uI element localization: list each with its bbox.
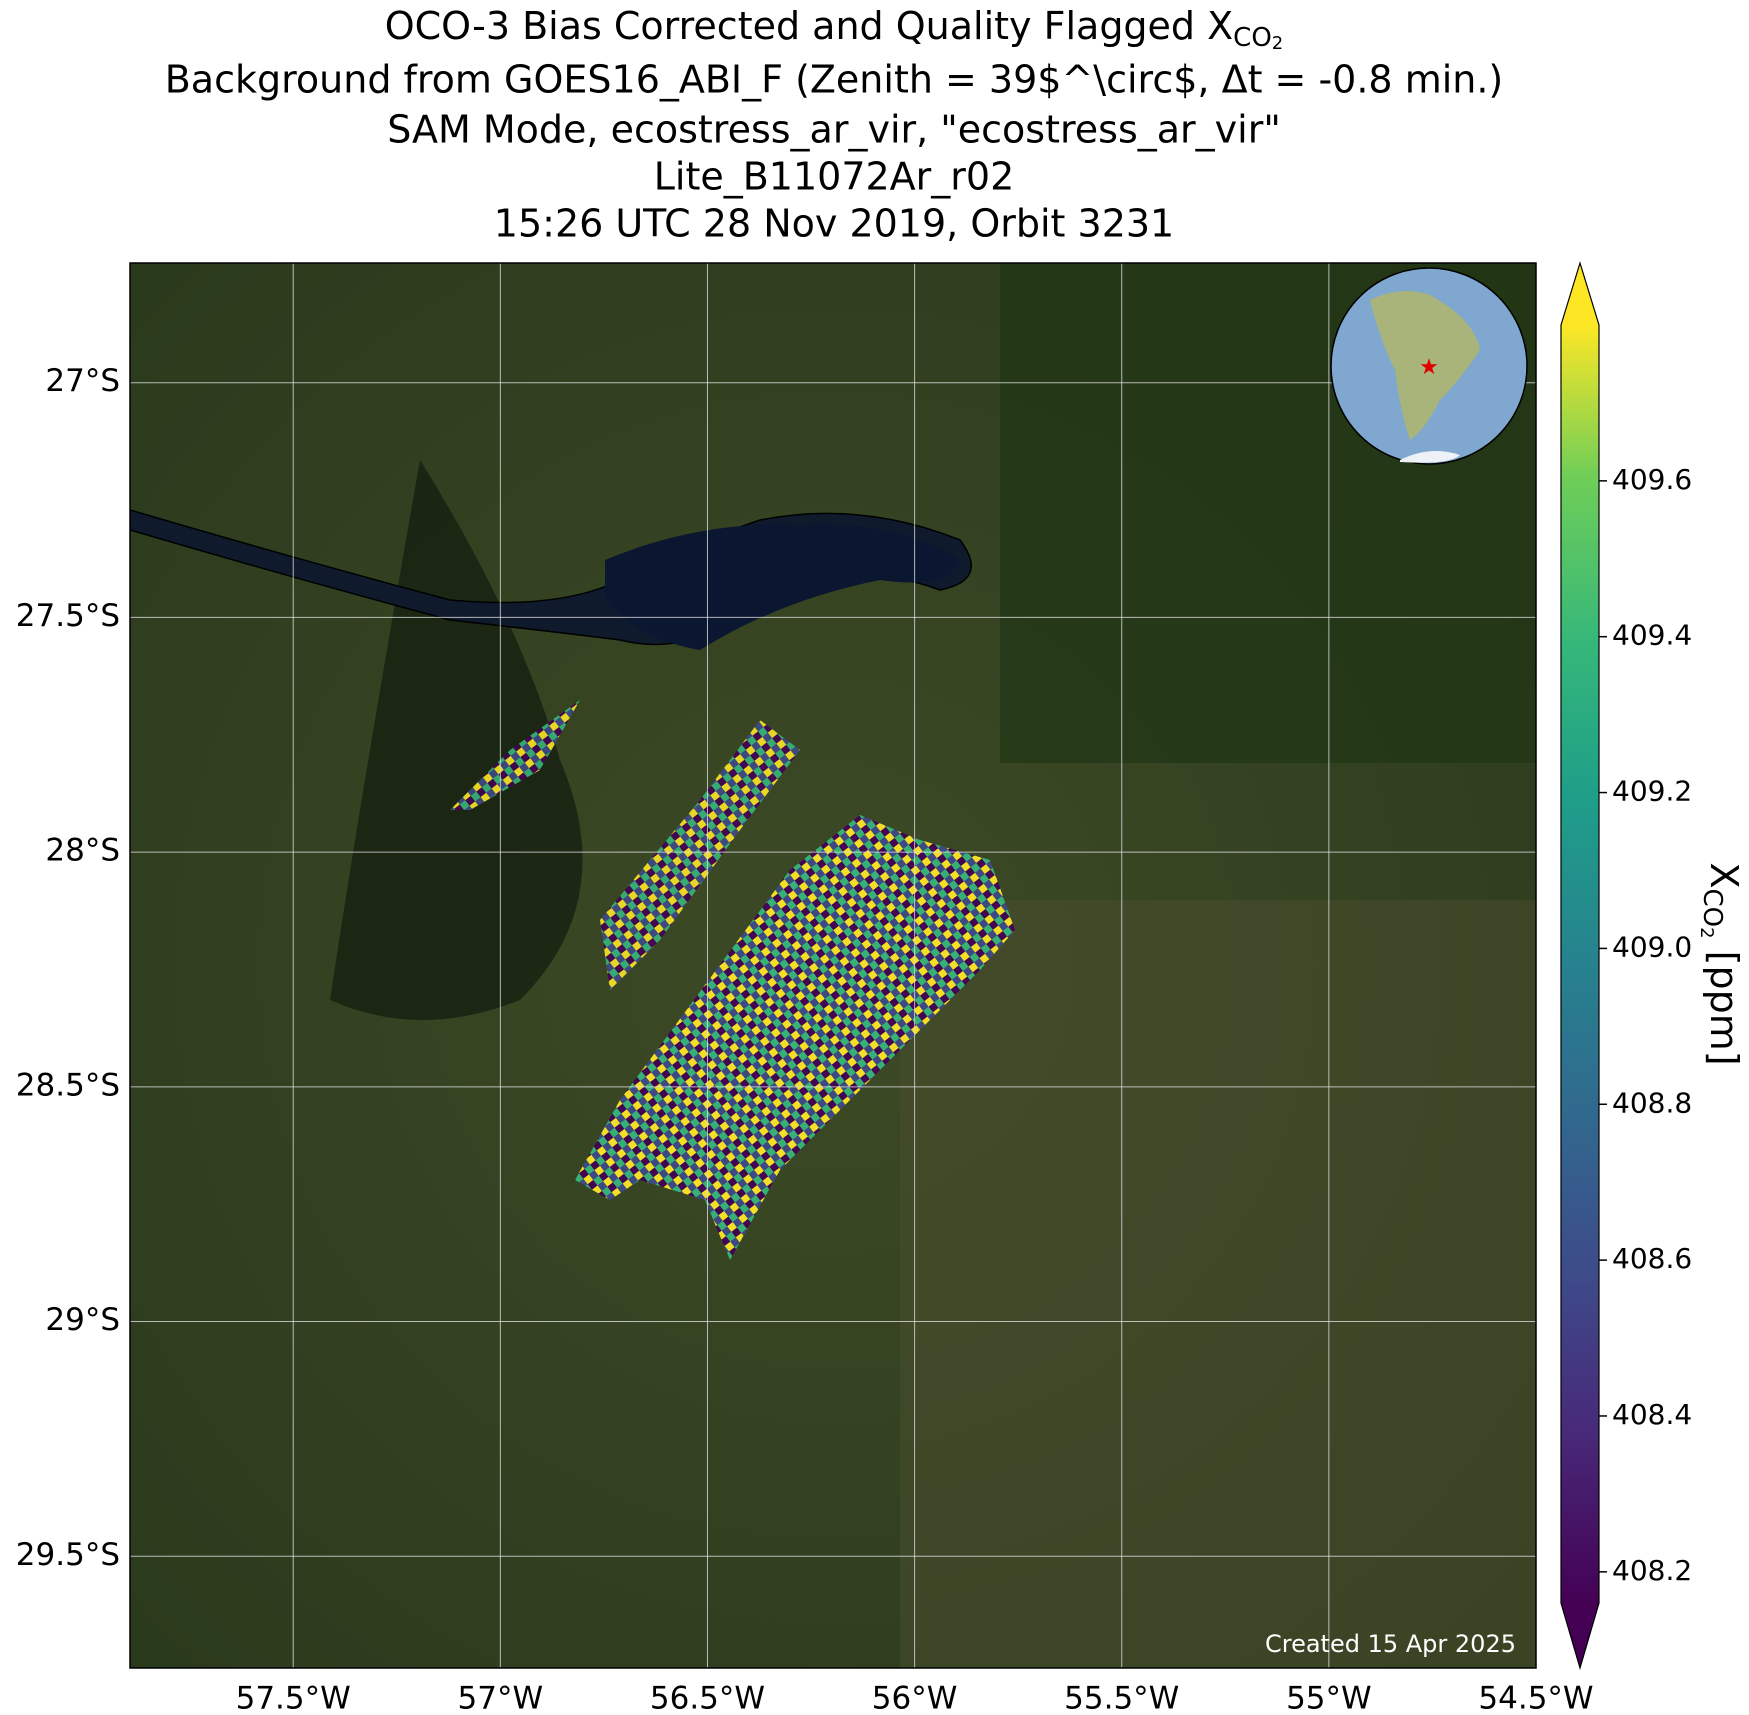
colorbar-ticks: 408.2 408.4 408.6 408.8 409.0 409.2 409.4 409.6 [1599, 463, 1692, 1587]
y-tick-label: 29.5°S [16, 1537, 120, 1573]
title-line: OCO-3 Bias Corrected and Quality Flagged… [385, 4, 1284, 55]
y-tick-label: 28.5°S [16, 1067, 120, 1103]
x-tick-label: 55.5°W [1064, 1681, 1179, 1712]
colorbar [1560, 260, 1600, 1671]
colorbar-tick-label: 408.6 [1612, 1242, 1692, 1275]
cb-label-unit: [ppm] [1703, 939, 1747, 1066]
colorbar-tick-label: 408.2 [1612, 1554, 1692, 1587]
inset-globe: ★ [1330, 267, 1528, 465]
x-tick-label: 57°W [458, 1681, 544, 1712]
title-sub: CO [1233, 23, 1272, 53]
colorbar-tick-label: 409.2 [1612, 775, 1692, 808]
title-subsub: 2 [1272, 33, 1283, 54]
y-tick-label: 29°S [45, 1302, 120, 1338]
x-tick-label: 55°W [1286, 1681, 1372, 1712]
x-tick-label: 56°W [872, 1681, 958, 1712]
location-star: ★ [1419, 355, 1439, 380]
title-line: 15:26 UTC 28 Nov 2019, Orbit 3231 [494, 202, 1174, 246]
colorbar-tick-label: 409.4 [1612, 619, 1692, 652]
plot-frame [129, 262, 1537, 1669]
colorbar-label: XCO2 [ppm] [1696, 862, 1747, 1065]
title-line: SAM Mode, ecostress_ar_vir, "ecostress_a… [387, 108, 1281, 152]
title-text: OCO-3 Bias Corrected and Quality Flagged… [385, 4, 1233, 48]
map-background [130, 263, 1536, 1668]
x-tick-label: 56.5°W [650, 1681, 765, 1712]
colorbar-tick-label: 409.6 [1612, 463, 1692, 496]
y-tick-label: 27.5°S [16, 598, 120, 634]
colorbar-tick-label: 409.0 [1612, 930, 1692, 963]
colorbar-tick-label: 408.8 [1612, 1086, 1692, 1119]
x-tick-label: 57.5°W [236, 1681, 351, 1712]
cb-label-subsub: 2 [1696, 927, 1717, 938]
colorbar-tick-label: 408.4 [1612, 1398, 1692, 1431]
x-tick-label: 54.5°W [1478, 1681, 1593, 1712]
cb-label-text: X [1703, 862, 1747, 888]
title-line: Background from GOES16_ABI_F (Zenith = 3… [165, 58, 1504, 102]
cb-label-sub: CO [1698, 888, 1728, 927]
created-note: Created 15 Apr 2025 [1265, 1630, 1516, 1658]
y-tick-label: 28°S [45, 833, 120, 869]
y-tick-label: 27°S [45, 363, 120, 399]
title-line: Lite_B11072Ar_r02 [654, 155, 1015, 199]
grid: 57.5°W 57°W 56.5°W 56°W 55.5°W 55°W 54.5°W 27°S… [16, 263, 1594, 1715]
